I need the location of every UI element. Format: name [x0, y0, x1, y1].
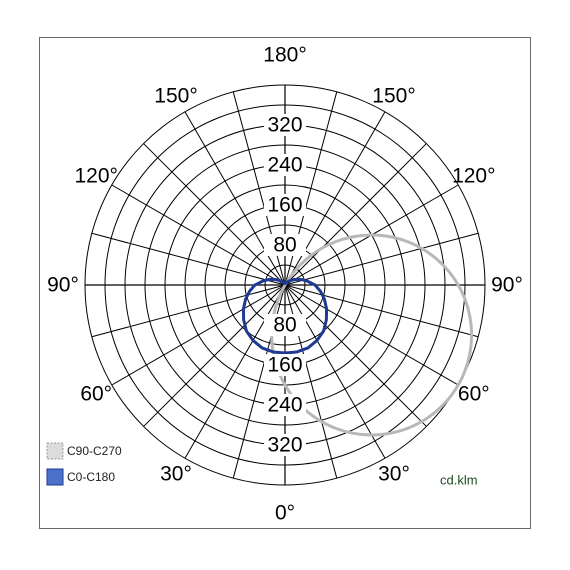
grid-spoke — [91, 232, 286, 286]
label-background — [264, 354, 306, 376]
grid-spoke — [111, 184, 286, 286]
label-background — [264, 314, 306, 336]
label-background — [264, 194, 306, 216]
grid-spoke — [284, 284, 459, 386]
angle-label: 60° — [80, 383, 112, 406]
radial-tick-label: 320 — [267, 434, 302, 457]
label-background — [264, 154, 306, 176]
label-background — [264, 434, 306, 456]
unit-label: cd.klm — [440, 473, 478, 488]
series-c0-c180-line — [241, 277, 329, 355]
grid-spoke — [284, 284, 427, 427]
legend-swatch-c0-c180 — [46, 468, 64, 486]
angle-label: 120° — [452, 165, 495, 188]
grid-spoke — [284, 284, 386, 459]
radial-tick-label: 240 — [267, 154, 302, 177]
grid-spoke — [284, 232, 479, 286]
grid-spoke — [284, 143, 427, 286]
grid-spoke — [91, 284, 286, 338]
grid-spoke — [284, 284, 479, 338]
radial-tick-label: 240 — [267, 394, 302, 417]
radial-tick-label: 160 — [267, 194, 302, 217]
grid-spoke — [184, 111, 286, 286]
angle-label: 90° — [491, 274, 523, 297]
angle-label: 150° — [154, 85, 197, 108]
angle-label: 150° — [372, 85, 415, 108]
angle-label: 0° — [275, 502, 295, 525]
label-background — [264, 394, 306, 416]
angle-label: 90° — [47, 274, 79, 297]
grid-spoke — [284, 111, 386, 286]
label-background — [264, 234, 306, 256]
radial-tick-label: 80 — [273, 234, 296, 257]
grid-spoke — [143, 143, 286, 286]
radial-tick-label: 320 — [267, 114, 302, 137]
legend-swatch-c90-c270 — [46, 442, 64, 460]
radial-tick-label: 80 — [273, 314, 296, 337]
legend-label-c90-c270: C90-C270 — [67, 444, 122, 458]
label-background — [264, 114, 306, 136]
angle-label: 30° — [160, 462, 192, 485]
grid-spoke — [143, 284, 286, 427]
radial-tick-label: 160 — [267, 354, 302, 377]
angle-label: 60° — [458, 383, 490, 406]
angle-label: 120° — [74, 165, 117, 188]
grid-spoke — [111, 284, 286, 386]
legend-label-c0-c180: C0-C180 — [67, 470, 115, 484]
grid-spoke — [184, 284, 286, 459]
angle-label: 180° — [263, 44, 306, 67]
angle-label: 30° — [378, 462, 410, 485]
